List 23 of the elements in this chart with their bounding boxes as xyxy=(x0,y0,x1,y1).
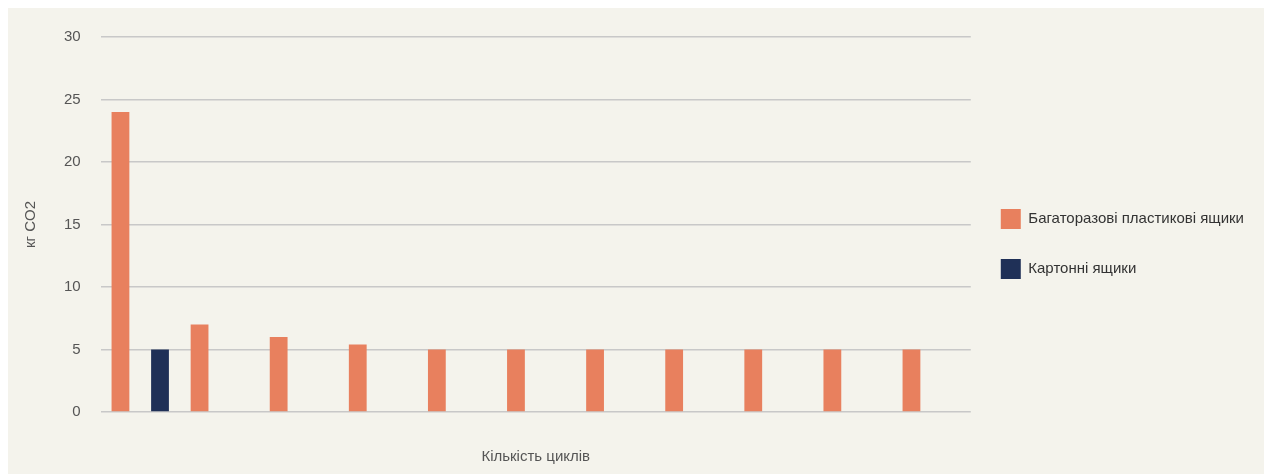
y-tick-label: 30 xyxy=(64,27,81,45)
y-tick-label: 5 xyxy=(72,339,81,357)
legend-label: Картонні ящики xyxy=(1028,259,1137,277)
bar xyxy=(348,344,367,412)
bar xyxy=(269,337,288,412)
bar xyxy=(902,349,921,412)
bar xyxy=(586,349,604,412)
y-tick-label: 20 xyxy=(64,152,81,170)
y-tick-label: 15 xyxy=(64,214,81,232)
x-axis-title: Кількість циклів xyxy=(481,447,591,465)
bar xyxy=(427,349,446,412)
bar xyxy=(190,324,209,412)
bar xyxy=(823,349,842,412)
y-axis-title: кг CO2 xyxy=(21,200,39,249)
y-tick-label: 10 xyxy=(64,277,81,295)
bar xyxy=(665,349,684,412)
bar xyxy=(111,112,130,412)
bar xyxy=(151,349,169,412)
y-tick-label: 25 xyxy=(64,89,81,107)
bar xyxy=(744,349,763,412)
bar xyxy=(507,349,525,412)
legend-label: Багаторазові пластикові ящики xyxy=(1028,209,1245,227)
y-tick-label: 0 xyxy=(72,402,81,420)
